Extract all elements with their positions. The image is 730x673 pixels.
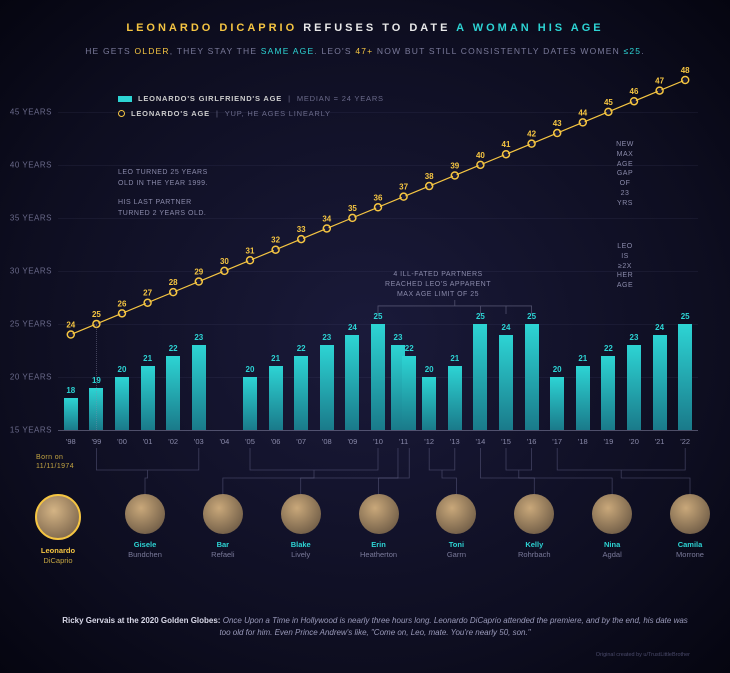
person-name: NinaAgdal: [592, 540, 632, 560]
x-tick: '99: [92, 437, 102, 446]
person-erin: ErinHeatherton: [359, 494, 399, 560]
avatar: [281, 494, 321, 534]
credit: Original created by u/TrustLittleBrother: [596, 652, 690, 659]
avatar: [125, 494, 165, 534]
person-blake: BlakeLively: [281, 494, 321, 560]
person-camila: CamilaMorrone: [670, 494, 710, 560]
x-tick: '03: [194, 437, 204, 446]
x-tick: '16: [527, 437, 537, 446]
x-tick: '01: [143, 437, 153, 446]
person-kelly: KellyRohrbach: [514, 494, 554, 560]
person-name: BarRefaeli: [203, 540, 243, 560]
avatar: [35, 494, 81, 540]
x-tick: '02: [168, 437, 178, 446]
chart-subtitle: HE GETS OLDER, THEY STAY THE SAME AGE. L…: [0, 34, 730, 56]
avatar: [203, 494, 243, 534]
x-tick: '06: [271, 437, 281, 446]
avatar: [592, 494, 632, 534]
y-axis-label: 40 YEARS: [10, 160, 52, 169]
x-tick: '15: [501, 437, 511, 446]
chart-title: LEONARDO DICAPRIO REFUSES TO DATE A WOMA…: [0, 0, 730, 34]
person-name: LeonardoDiCaprio: [35, 546, 81, 566]
person-toni: ToniGarrn: [436, 494, 476, 560]
x-tick: '20: [629, 437, 639, 446]
x-tick: '18: [578, 437, 588, 446]
person-bar: BarRefaeli: [203, 494, 243, 560]
x-tick: '12: [424, 437, 434, 446]
person-leonardo: LeonardoDiCaprio: [35, 494, 81, 566]
x-tick: '13: [450, 437, 460, 446]
born-note: Born on11/11/1974: [36, 453, 74, 471]
person-nina: NinaAgdal: [592, 494, 632, 560]
avatar: [670, 494, 710, 534]
person-name: ToniGarrn: [436, 540, 476, 560]
x-tick: '98: [66, 437, 76, 446]
x-tick: '22: [680, 437, 690, 446]
svg-text:48: 48: [681, 66, 690, 75]
y-axis-label: 30 YEARS: [10, 266, 52, 275]
x-tick: '11: [399, 437, 408, 446]
age-chart: LEONARDO'S GIRLFRIEND'S AGE | MEDIAN = 2…: [58, 80, 698, 430]
y-axis-label: 25 YEARS: [10, 319, 52, 328]
x-tick: '17: [552, 437, 562, 446]
person-name: ErinHeatherton: [359, 540, 399, 560]
person-name: BlakeLively: [281, 540, 321, 560]
x-tick: '07: [296, 437, 306, 446]
person-name: GiseleBundchen: [125, 540, 165, 560]
x-tick: '10: [373, 437, 383, 446]
y-axis-label: 15 YEARS: [10, 426, 52, 435]
person-name: KellyRohrbach: [514, 540, 554, 560]
x-tick: '00: [117, 437, 127, 446]
people-row: LeonardoDiCaprio GiseleBundchen BarRefaeli…: [0, 470, 730, 580]
x-tick: '19: [604, 437, 614, 446]
avatar: [436, 494, 476, 534]
y-axis-label: 20 YEARS: [10, 372, 52, 381]
x-tick: '08: [322, 437, 332, 446]
x-tick: '21: [655, 437, 665, 446]
x-tick: '14: [476, 437, 486, 446]
y-axis-label: 45 YEARS: [10, 107, 52, 116]
person-name: CamilaMorrone: [670, 540, 710, 560]
avatar: [359, 494, 399, 534]
avatar: [514, 494, 554, 534]
y-axis-label: 35 YEARS: [10, 213, 52, 222]
x-tick: '09: [348, 437, 358, 446]
x-tick: '05: [245, 437, 255, 446]
footer-quote: Ricky Gervais at the 2020 Golden Globes:…: [60, 615, 690, 639]
person-gisele: GiseleBundchen: [125, 494, 165, 560]
x-tick: '04: [220, 437, 230, 446]
